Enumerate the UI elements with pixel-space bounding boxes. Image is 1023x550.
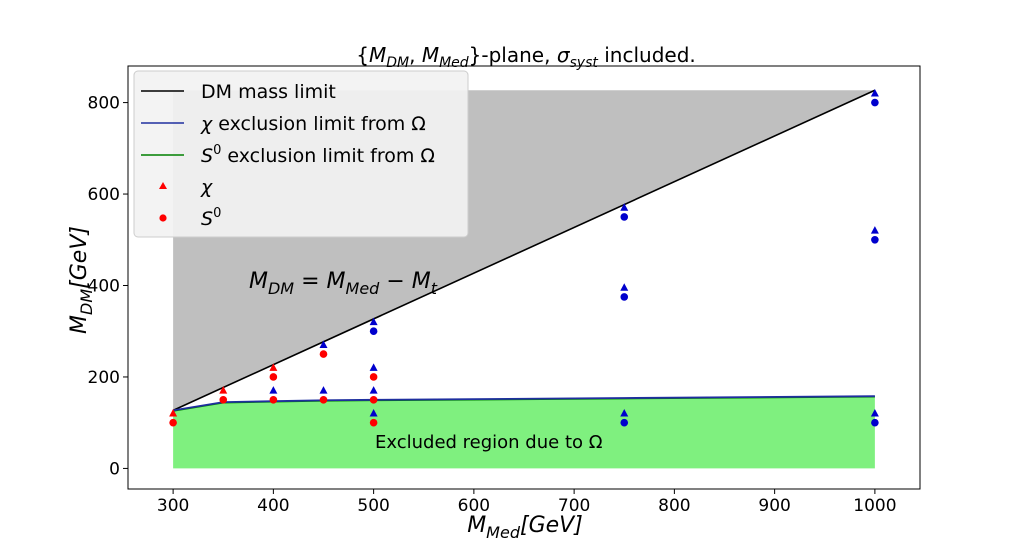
s0-point <box>219 396 228 404</box>
chi-point <box>369 409 378 417</box>
chi-point <box>369 386 378 394</box>
s0-point <box>620 418 629 427</box>
chart-title: {MDM, MMed}-plane, σsyst included. <box>356 43 696 71</box>
y-tick-label: 0 <box>109 459 120 479</box>
chi-point <box>219 386 228 394</box>
legend-label-s0: S0 <box>201 206 221 230</box>
legend-label-dm-mass-limit: DM mass limit <box>201 81 336 103</box>
s0-point <box>319 396 328 404</box>
s0-point <box>269 396 278 404</box>
s0-point <box>269 373 278 381</box>
x-tick-label: 700 <box>558 496 590 516</box>
s0-point <box>369 418 378 427</box>
legend-swatch-chi-marker <box>159 182 167 189</box>
chi-point <box>620 409 629 417</box>
chi-point <box>369 363 378 371</box>
y-axis-label: MDM[GeV] <box>67 226 96 334</box>
legend-label-chi: χ <box>200 176 213 198</box>
excluded-region-annotation: Excluded region due to Ω <box>375 432 603 453</box>
plot-frame <box>127 65 921 490</box>
x-tick-label: 500 <box>357 496 389 516</box>
x-axis-label: MMed[GeV] <box>467 513 583 542</box>
chi-point <box>369 317 378 326</box>
chi-point <box>269 386 278 394</box>
y-tick-label: 200 <box>88 368 120 388</box>
excluded-region <box>173 396 875 469</box>
legend-swatch-s0-marker <box>159 214 167 222</box>
legend: DM mass limit χ exclusion limit from Ω S… <box>133 70 469 238</box>
s0-point <box>871 235 879 244</box>
chi-point <box>620 283 629 291</box>
x-tick-label: 900 <box>758 496 790 516</box>
chi-point <box>870 226 879 234</box>
s0-point <box>620 213 629 221</box>
axes: 300 400 500 600 700 800 900 1000 0 200 400 600 800 <box>88 65 921 516</box>
chi-point <box>870 409 879 417</box>
s0-point <box>169 418 177 427</box>
chi-point <box>870 88 879 97</box>
x-tick-label: 600 <box>458 496 490 516</box>
s0-point <box>620 293 629 301</box>
y-tick-label: 600 <box>88 185 120 205</box>
x-tick-label: 1000 <box>853 496 896 516</box>
s0-point <box>369 396 378 404</box>
chi-point <box>620 203 629 211</box>
legend-label-chi-exclusion: χ exclusion limit from Ω <box>200 113 426 135</box>
s0-point <box>871 98 879 107</box>
s0-point <box>319 350 328 358</box>
s0-point <box>871 418 879 427</box>
chi-point <box>319 340 328 348</box>
s0-point <box>369 327 378 336</box>
chi-point <box>169 409 178 417</box>
s0-point <box>369 373 378 381</box>
x-tick-label: 800 <box>658 496 690 516</box>
legend-box <box>133 70 469 238</box>
legend-label-s0-exclusion: S0 exclusion limit from Ω <box>201 143 435 167</box>
x-tick-label: 400 <box>257 496 289 516</box>
y-tick-label: 400 <box>88 277 120 297</box>
dm-mass-limit-line <box>172 89 876 412</box>
x-tick-label: 300 <box>157 496 189 516</box>
chi-point <box>319 386 328 394</box>
chi-point <box>269 363 278 371</box>
data-points <box>169 88 879 427</box>
y-tick-label: 800 <box>88 94 120 114</box>
